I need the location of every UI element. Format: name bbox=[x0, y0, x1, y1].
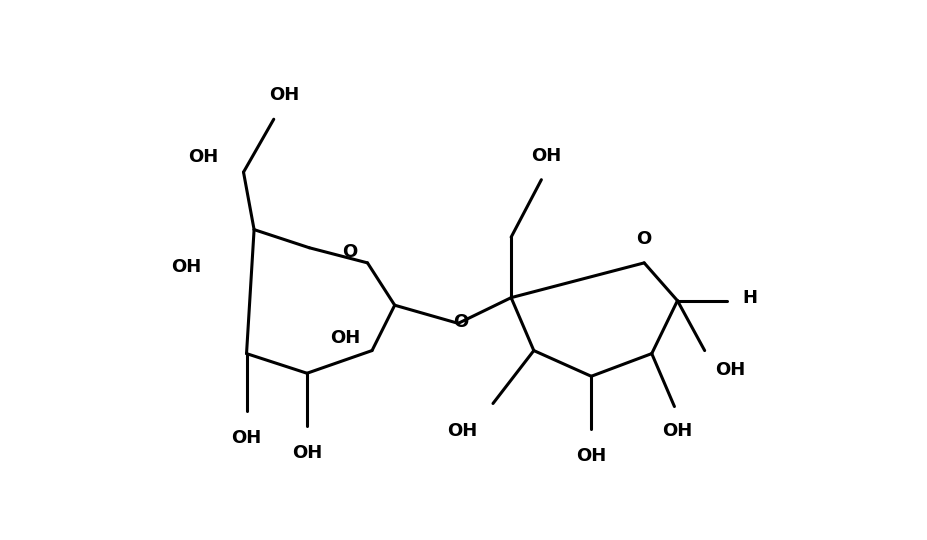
Text: OH: OH bbox=[715, 361, 744, 379]
Text: H: H bbox=[742, 289, 756, 307]
Text: OH: OH bbox=[171, 259, 201, 276]
Text: OH: OH bbox=[576, 447, 605, 464]
Text: OH: OH bbox=[329, 329, 360, 347]
Text: OH: OH bbox=[662, 422, 692, 440]
Text: OH: OH bbox=[447, 422, 477, 440]
Text: OH: OH bbox=[269, 86, 299, 104]
Text: OH: OH bbox=[530, 146, 561, 165]
Text: O: O bbox=[636, 230, 651, 248]
Text: OH: OH bbox=[188, 148, 219, 166]
Text: OH: OH bbox=[292, 444, 322, 462]
Text: OH: OH bbox=[231, 429, 261, 447]
Text: O: O bbox=[452, 313, 467, 331]
Text: O: O bbox=[341, 244, 357, 261]
